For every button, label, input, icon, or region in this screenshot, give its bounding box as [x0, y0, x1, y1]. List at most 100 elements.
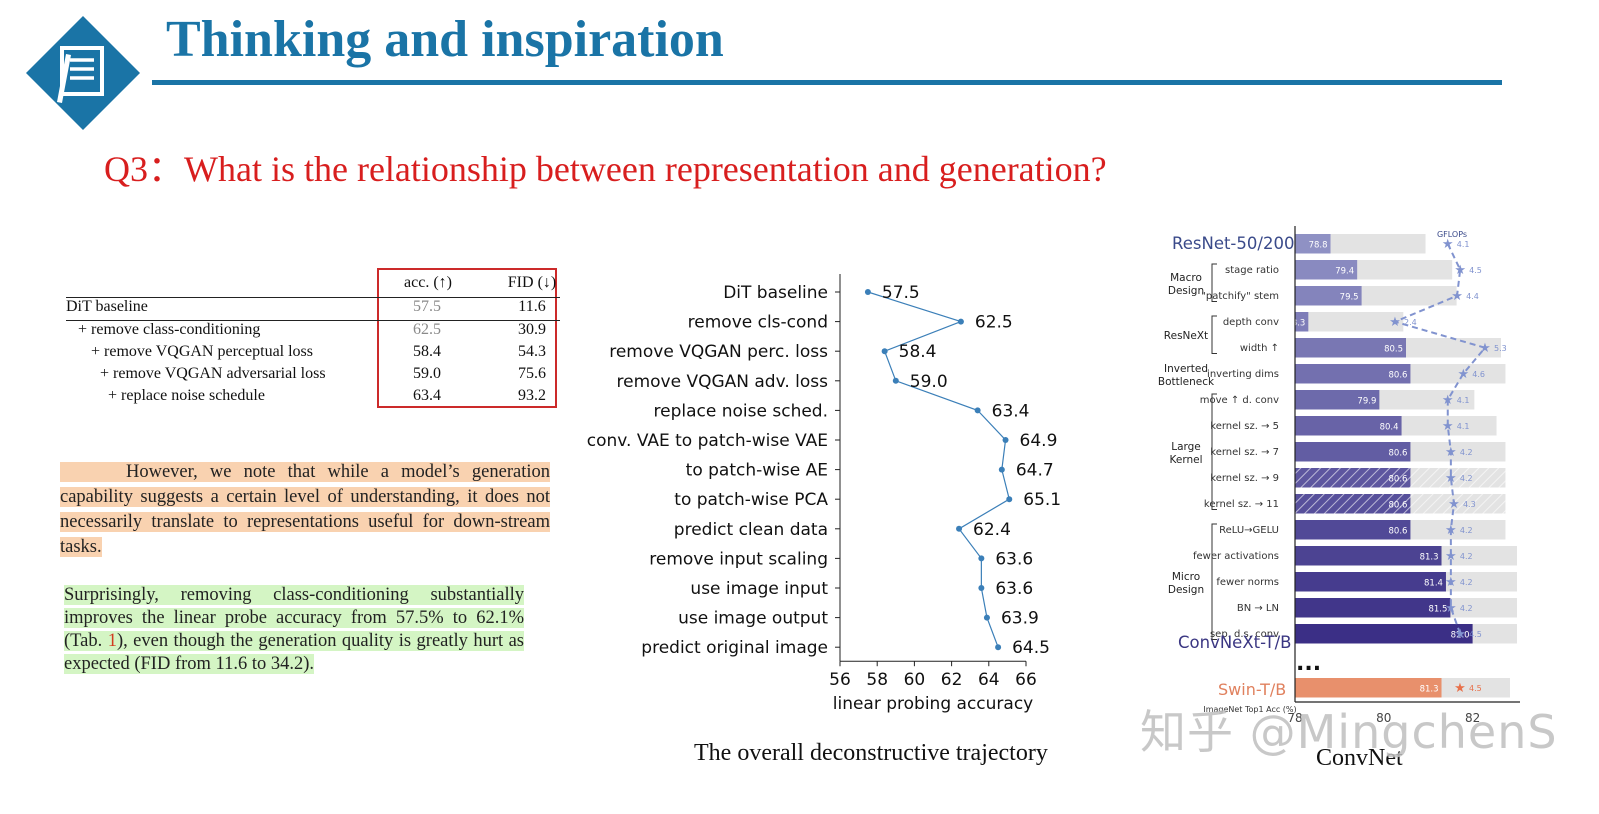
question-heading: Q3：What is the relationship between repr…: [104, 149, 1107, 189]
step-label: kernel sz. → 11: [1204, 499, 1279, 510]
accuracy-bar: [1295, 598, 1451, 618]
accuracy-bar: [1295, 312, 1309, 332]
acc-cell: 57.5: [413, 298, 441, 315]
group-label: Macro: [1170, 272, 1202, 284]
document-pen-icon: [26, 16, 140, 130]
accuracy-bar: [1295, 364, 1411, 384]
row-label: + remove class-conditioning: [78, 321, 261, 338]
group-bracket: [1211, 523, 1217, 640]
table-row: + remove VQGAN adversarial loss 59.0 75.…: [62, 365, 562, 387]
accuracy-value: 82.0: [1451, 631, 1470, 641]
quote-generation-understanding: However, we note that while a model’s ge…: [60, 460, 550, 560]
gflops-value: 4.2: [1460, 604, 1473, 613]
swin-label: Swin-T/B: [1218, 680, 1286, 699]
column-header-fid: FID (↓): [507, 274, 557, 291]
gflops-legend: GFLOPs: [1437, 230, 1467, 239]
row-label: + replace noise schedule: [108, 387, 265, 404]
group-label: ResNeXt: [1164, 330, 1208, 342]
y-tick-label: conv. VAE to patch-wise VAE: [587, 431, 828, 451]
gflops-value: 4.3: [1463, 500, 1476, 509]
quote-class-conditioning: Surprisingly, removing class-conditionin…: [64, 584, 524, 676]
accuracy-bar: [1295, 546, 1442, 566]
x-axis-label: linear probing accuracy: [833, 694, 1033, 714]
group-label: Kernel: [1170, 454, 1203, 466]
y-tick-label: predict original image: [641, 638, 828, 658]
data-point: [983, 614, 990, 621]
table-row: + replace noise schedule 63.4 93.2: [62, 387, 562, 409]
data-point: [864, 289, 871, 295]
data-point: [957, 318, 964, 325]
page-title: Thinking and inspiration: [166, 11, 724, 68]
y-tick-label: remove VQGAN adv. loss: [617, 372, 829, 392]
y-tick-label: use image input: [690, 579, 828, 599]
data-label: 63.6: [995, 549, 1033, 569]
convnet-axis-label: ImageNet Top1 Acc (%): [1203, 705, 1296, 714]
accuracy-value: 79.4: [1335, 267, 1354, 277]
x-tick-label: 62: [941, 670, 963, 690]
step-label: kernel sz. → 5: [1210, 421, 1279, 432]
x-tick-label: 66: [1015, 670, 1037, 690]
convnet-x-tick: 82: [1465, 711, 1480, 725]
accuracy-bar: [1295, 520, 1411, 540]
table-ref-link[interactable]: 1: [107, 631, 117, 651]
accuracy-value: 81.3: [1420, 553, 1439, 563]
data-point: [998, 466, 1005, 473]
group-bracket: [1211, 393, 1217, 510]
data-label: 62.4: [973, 520, 1011, 540]
swin-accuracy-value: 81.3: [1420, 685, 1439, 695]
accuracy-bar: [1295, 234, 1331, 254]
x-tick-label: 64: [978, 670, 1000, 690]
y-tick-label: remove cls-cond: [688, 313, 828, 333]
results-table: acc. (↑) FID (↓) DiT baseline 57.5 11.6 …: [62, 268, 562, 414]
group-bracket: [1211, 315, 1217, 354]
y-tick-label: replace noise sched.: [654, 401, 828, 421]
accuracy-value: 79.5: [1340, 293, 1359, 303]
data-label: 58.4: [899, 342, 937, 362]
x-tick-label: 56: [829, 670, 851, 690]
acc-cell: 62.5: [413, 321, 441, 338]
accuracy-value: 81.5: [1428, 605, 1447, 615]
group-label: Micro: [1172, 571, 1200, 583]
accuracy-value: 78.3: [1286, 319, 1305, 329]
accuracy-bar: [1295, 416, 1402, 436]
accuracy-value: 80.6: [1389, 475, 1408, 485]
convnet-x-tick: 78: [1287, 711, 1302, 725]
data-label: 63.4: [992, 401, 1030, 421]
trajectory-chart: DiT baseline remove cls-cond remove VQGAN …: [587, 274, 1060, 714]
accuracy-value: 79.9: [1357, 397, 1376, 407]
highlighted-text: However, we note that while a model’s ge…: [60, 462, 550, 557]
step-label: depth conv: [1223, 317, 1279, 328]
accuracy-value: 80.4: [1380, 423, 1399, 433]
gflops-value: 4.2: [1460, 474, 1473, 483]
data-label: 64.7: [1016, 461, 1054, 481]
gflops-value: 4.1: [1457, 422, 1470, 431]
fid-cell: 11.6: [518, 298, 546, 315]
y-tick-label: remove VQGAN perc. loss: [609, 342, 828, 362]
acc-cell: 58.4: [413, 343, 441, 360]
data-label: 65.1: [1023, 490, 1060, 510]
step-label: stage ratio: [1225, 265, 1279, 276]
y-tick-label: predict clean data: [674, 520, 828, 540]
gflops-star: ★: [1445, 601, 1457, 616]
gflops-value: 4.1: [1457, 396, 1470, 405]
data-point: [881, 348, 888, 355]
data-label: 63.9: [1001, 609, 1039, 629]
gflops-value: 4.4: [1466, 292, 1479, 301]
gflops-star: ★: [1454, 627, 1466, 642]
gflops-value: 4.5: [1469, 266, 1482, 275]
step-label: "patchify" stem: [1201, 291, 1279, 302]
step-label: inverting dims: [1207, 369, 1279, 380]
highlight-box: [377, 268, 557, 408]
step-label: fewer norms: [1216, 577, 1279, 588]
fid-cell: 30.9: [518, 321, 546, 338]
watermark: 知乎 @MingchenS: [1140, 705, 1558, 759]
gflops-value: 4.2: [1460, 448, 1473, 457]
group-label: Bottleneck: [1158, 376, 1215, 388]
accuracy-value: 80.5: [1384, 345, 1403, 355]
row-label: + remove VQGAN perceptual loss: [91, 343, 314, 360]
gflops-value: 4.2: [1460, 526, 1473, 535]
group-label: Design: [1168, 285, 1204, 297]
fid-cell: 93.2: [518, 387, 546, 404]
step-label: width ↑: [1240, 343, 1279, 354]
accuracy-value: 80.6: [1389, 371, 1408, 381]
